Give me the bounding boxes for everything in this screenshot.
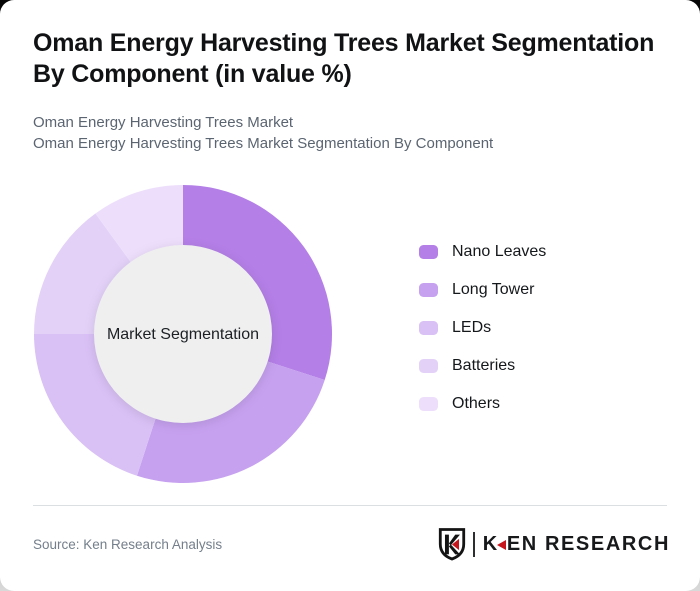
subtitle-line-2: Oman Energy Harvesting Trees Market Segm… [33, 135, 494, 152]
donut-svg: Market Segmentation [34, 185, 332, 484]
legend-item-others: Others [419, 395, 546, 412]
legend-item-leds: LEDs [419, 319, 546, 336]
legend-swatch [419, 321, 438, 335]
donut-hole [94, 245, 272, 423]
legend-item-batteries: Batteries [419, 357, 546, 374]
legend-label: Batteries [452, 357, 516, 374]
legend-swatch [419, 245, 438, 259]
footer: Source: Ken Research Analysis K EN RESEAR… [33, 527, 670, 561]
legend-item-nano-leaves: Nano Leaves [419, 243, 547, 260]
legend-swatch [419, 359, 438, 373]
page-title: Oman Energy Harvesting Trees Market Segm… [33, 29, 655, 88]
legend-label: Others [452, 395, 501, 412]
legend-swatch [419, 397, 438, 411]
wordmark-rest: EN RESEARCH [506, 532, 670, 555]
legend-swatch [419, 283, 438, 297]
legend-label: Nano Leaves [452, 243, 547, 260]
ken-research-logo: K EN RESEARCH [437, 527, 670, 561]
legend-item-long-tower: Long Tower [419, 281, 546, 298]
wordmark-k: K [482, 532, 499, 555]
legend-label: Long Tower [452, 281, 535, 298]
legend: Nano Leaves Long Tower LEDs Batteries Ot… [419, 243, 547, 435]
wordmark-red-triangle-icon [496, 539, 506, 550]
logo-separator [472, 531, 475, 557]
subtitle-line-1: Oman Energy Harvesting Trees Market [33, 114, 294, 131]
donut-chart: Market Segmentation [32, 183, 334, 485]
donut-center-label: Market Segmentation [107, 326, 259, 343]
legend-label: LEDs [452, 319, 492, 336]
logo-shield-icon [438, 528, 465, 561]
source-text: Source: Ken Research Analysis [33, 536, 223, 552]
footer-divider [33, 505, 667, 506]
logo-wordmark: K EN RESEARCH [483, 533, 670, 556]
